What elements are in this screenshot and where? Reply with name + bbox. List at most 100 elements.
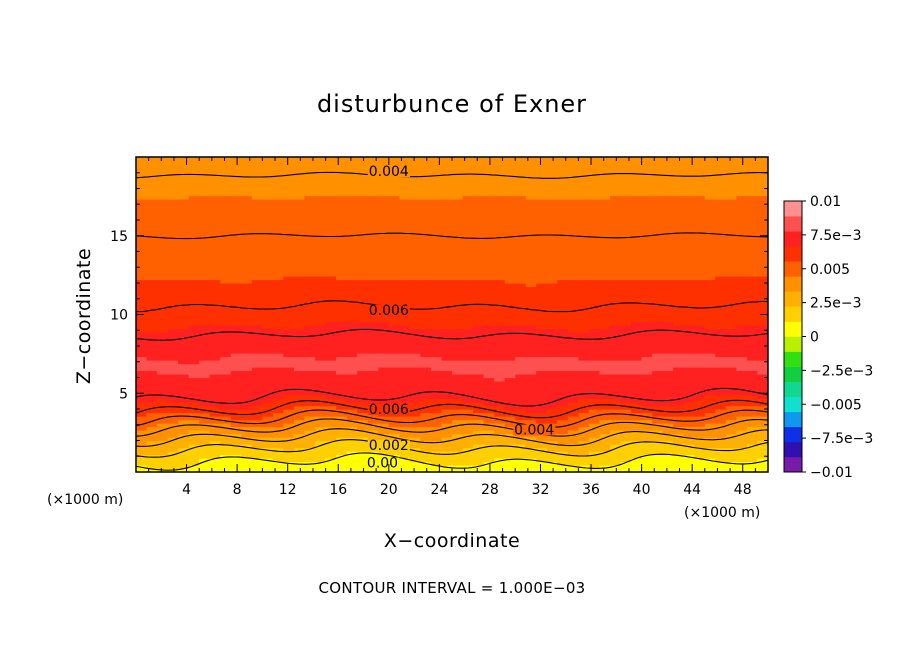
field-cell	[420, 402, 432, 407]
field-cell	[525, 272, 537, 277]
field-cell	[494, 157, 506, 162]
field-cell	[420, 395, 432, 400]
field-cell	[631, 437, 643, 442]
field-cell	[641, 468, 653, 472]
field-cell	[452, 237, 464, 242]
field-cell	[367, 325, 379, 330]
field-cell	[315, 227, 327, 232]
field-cell	[346, 272, 358, 277]
field-cell	[588, 213, 601, 218]
field-cell	[504, 440, 516, 445]
field-cell	[462, 318, 474, 323]
field-cell	[462, 279, 474, 284]
field-cell	[272, 423, 285, 428]
field-cell	[251, 167, 263, 172]
field-cell	[304, 185, 316, 190]
field-cell	[515, 251, 527, 256]
field-cell	[336, 216, 348, 221]
field-cell	[494, 244, 506, 249]
field-cell	[673, 248, 685, 253]
field-cell	[652, 290, 664, 295]
field-cell	[641, 342, 653, 347]
field-cell	[525, 220, 537, 225]
field-cell	[578, 160, 590, 165]
field-cell	[272, 451, 285, 456]
field-cell	[588, 223, 601, 228]
field-cell	[209, 262, 221, 267]
field-cell	[367, 356, 379, 361]
field-cell	[494, 262, 506, 267]
field-cell	[378, 391, 390, 396]
field-cell	[631, 237, 643, 242]
field-cell	[367, 160, 379, 165]
field-cell	[631, 188, 643, 193]
field-cell	[367, 398, 379, 403]
field-cell	[599, 367, 611, 372]
field-cell	[315, 461, 327, 466]
field-cell	[188, 188, 200, 193]
field-cell	[420, 437, 432, 442]
field-cell	[578, 440, 590, 445]
field-cell	[483, 223, 495, 228]
field-cell	[357, 199, 369, 204]
field-cell	[557, 188, 569, 193]
field-cell	[483, 241, 495, 246]
field-cell	[683, 402, 695, 407]
field-cell	[262, 405, 274, 410]
field-cell	[209, 241, 221, 246]
field-cell	[241, 395, 253, 400]
field-cell	[167, 367, 179, 372]
field-cell	[483, 181, 495, 186]
field-cell	[473, 342, 485, 347]
field-cell	[136, 283, 148, 288]
field-cell	[620, 416, 632, 421]
field-cell	[641, 283, 653, 288]
field-cell	[272, 458, 285, 463]
field-cell	[673, 181, 685, 186]
field-cell	[357, 241, 369, 246]
field-cell	[578, 157, 590, 162]
field-cell	[378, 339, 390, 344]
field-cell	[430, 213, 443, 218]
field-cell	[262, 185, 274, 190]
field-cell	[241, 293, 253, 298]
field-cell	[631, 360, 643, 365]
field-cell	[662, 216, 674, 221]
field-cell	[462, 353, 474, 358]
field-cell	[430, 398, 443, 403]
field-cell	[409, 335, 421, 340]
field-cell	[610, 416, 622, 421]
field-cell	[557, 300, 569, 305]
field-cell	[515, 195, 527, 200]
field-cell	[652, 388, 664, 393]
field-cell	[399, 216, 411, 221]
field-cell	[346, 300, 358, 305]
field-cell	[272, 349, 285, 354]
field-cell	[315, 447, 327, 452]
field-cell	[536, 451, 548, 456]
field-cell	[272, 213, 285, 218]
field-cell	[441, 426, 453, 431]
field-cell	[515, 395, 527, 400]
field-cell	[220, 440, 232, 445]
field-cell	[631, 213, 643, 218]
field-cell	[715, 356, 727, 361]
field-cell	[652, 353, 664, 358]
field-cell	[262, 377, 274, 382]
field-cell	[452, 465, 464, 470]
field-cell	[167, 440, 179, 445]
field-cell	[262, 157, 274, 162]
field-cell	[536, 332, 548, 337]
field-cell	[336, 248, 348, 253]
field-cell	[694, 402, 706, 407]
field-cell	[504, 178, 516, 183]
field-cell	[251, 188, 263, 193]
field-cell	[441, 342, 453, 347]
field-cell	[557, 297, 569, 302]
field-cell	[230, 213, 242, 218]
field-cell	[504, 283, 516, 288]
field-cell	[346, 318, 358, 323]
field-cell	[241, 223, 253, 228]
field-cell	[283, 367, 295, 372]
field-cell	[325, 300, 337, 305]
